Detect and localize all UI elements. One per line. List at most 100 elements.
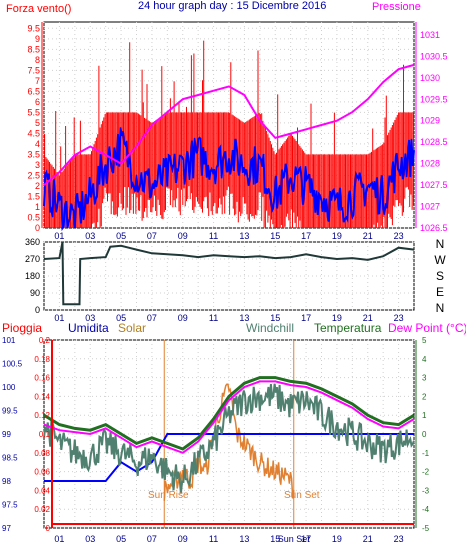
- temperature-tick-label: -4: [422, 505, 430, 514]
- pressure-tick-label: 1031: [420, 30, 440, 40]
- wind-tick-label: 1: [35, 202, 40, 212]
- humidity-tick-label: 98.5: [2, 454, 18, 463]
- hour-tick-label: 03: [85, 231, 95, 241]
- rain-tick-label: 0.14: [34, 392, 50, 401]
- humidity-tick-label: 97.5: [2, 501, 18, 510]
- pressure-tick-label: 1029.5: [420, 94, 448, 104]
- hour-tick-label: 03: [85, 313, 95, 323]
- hour-tick-label: 23: [394, 231, 404, 241]
- wind-speed-bars: [44, 40, 414, 228]
- wind-pressure-grid: [43, 22, 415, 229]
- hour-tick-label: 05: [116, 313, 126, 323]
- rain-axis-ticks: 0 0.02 0.04 0.06 0.08 0.1 0.12 0.14 0.16 0.18 0.2: [34, 336, 50, 533]
- pressure-axis-ticks: 1026.5 1027 1027.5 1028 1028.5 1029 1029.5 1030…: [415, 22, 448, 233]
- temperature-axis-ticks: -5 -4 -3 -2 -1 0 1 2 3 4 5: [415, 336, 430, 533]
- wind-tick-label: 0.5: [27, 212, 40, 222]
- legend-temperatura: Temperatura: [314, 321, 382, 335]
- degree-tick-label: 180: [25, 271, 40, 281]
- wind-tick-label: 5.5: [27, 107, 40, 117]
- wind-tick-label: 5: [35, 118, 40, 128]
- wind-tick-label: 4.5: [27, 128, 40, 138]
- hour-tick-label: 15: [270, 534, 280, 544]
- hour-tick-label: 17: [301, 231, 311, 241]
- hour-tick-label: 21: [363, 231, 373, 241]
- pressure-tick-label: 1030: [420, 73, 440, 83]
- hour-tick-label: 01: [54, 313, 64, 323]
- legend-solar: Solar: [118, 321, 146, 335]
- pressure-tick-label: 1026.5: [420, 223, 448, 233]
- pressure-tick-label: 1028.5: [420, 137, 448, 147]
- rain-tick-label: 0.02: [34, 505, 50, 514]
- pressure-tick-label: 1029: [420, 116, 440, 126]
- direction-hour-ticks: 01 03 05 07 09 11 13 15 17 19 21 23: [54, 313, 403, 323]
- windchill-line: [43, 383, 415, 494]
- hour-tick-label: 23: [394, 534, 404, 544]
- wind-tick-label: 6.5: [27, 86, 40, 96]
- hour-tick-label: 15: [270, 313, 280, 323]
- wind-tick-label: 8: [35, 55, 40, 65]
- degree-tick-label: 270: [25, 254, 40, 264]
- compass-label: N: [436, 301, 445, 315]
- wind-tick-label: 6: [35, 97, 40, 107]
- wind-tick-label: 2: [35, 181, 40, 191]
- wind-tick-label: 3: [35, 160, 40, 170]
- direction-degree-ticks: 0 90 180 270 360: [25, 237, 40, 315]
- degree-tick-label: 90: [30, 288, 40, 298]
- hour-tick-label: 13: [239, 313, 249, 323]
- humidity-tick-label: 101: [2, 336, 16, 345]
- temperature-tick-label: 5: [422, 336, 427, 345]
- wind-tick-label: 8.5: [27, 44, 40, 54]
- wind-direction-line: [43, 241, 415, 306]
- hour-tick-label: 19: [332, 534, 342, 544]
- pressure-line: [43, 63, 415, 186]
- hour-tick-label: 13: [239, 534, 249, 544]
- wind-pressure-plot-area: [43, 21, 415, 229]
- wind-tick-label: 3.5: [27, 149, 40, 159]
- temperature-tick-label: 3: [422, 374, 427, 383]
- wind-tick-label: 9.5: [27, 23, 40, 33]
- hour-tick-label: 05: [116, 231, 126, 241]
- rain-tick-label: 0.08: [34, 449, 50, 458]
- wind-tick-label: 0: [35, 223, 40, 233]
- compass-label: N: [436, 237, 445, 251]
- hour-tick-label: 11: [209, 313, 218, 323]
- hour-tick-label: 21: [363, 534, 373, 544]
- rain-tick-label: 0.12: [34, 411, 50, 420]
- legend-umidita: Umidita: [68, 321, 109, 335]
- humidity-tick-label: 99.5: [2, 407, 18, 416]
- humidity-axis-ticks: 97 97.5 98 98.5 99 99.5 100 100.5 101: [2, 336, 23, 533]
- legend-windchill: Windchill: [246, 321, 294, 335]
- pressure-tick-label: 1030.5: [420, 51, 448, 61]
- temperature-tick-label: -3: [422, 486, 430, 495]
- temperature-tick-label: 0: [422, 430, 427, 439]
- temperature-tick-label: 4: [422, 355, 427, 364]
- hour-tick-label: 07: [147, 313, 157, 323]
- hour-tick-label: 05: [116, 534, 126, 544]
- degree-tick-label: 0: [35, 305, 40, 315]
- pressure-tick-label: 1028: [420, 159, 440, 169]
- temperature-tick-label: -5: [422, 524, 430, 533]
- compass-label: E: [436, 285, 444, 299]
- humidity-tick-label: 100: [2, 383, 16, 392]
- wind-speed-label: Forza vento(): [6, 3, 71, 15]
- hour-tick-label: 03: [85, 534, 95, 544]
- hour-tick-label: 17: [301, 313, 311, 323]
- rain-tick-label: 0.04: [34, 486, 50, 495]
- rain-tick-label: 0.18: [34, 355, 50, 364]
- hour-tick-label: 07: [147, 534, 157, 544]
- wind-pressure-panel: 00.511.522.533.544.555.566.577.588.599.5…: [27, 21, 448, 241]
- degree-tick-label: 360: [25, 237, 40, 247]
- wind-tick-label: 7.5: [27, 65, 40, 75]
- wind-hour-ticks: 01 03 05 07 09 11 13 15 17 19 21 23: [54, 231, 403, 241]
- temperature-tick-label: -2: [422, 468, 430, 477]
- pressure-label: Pressione: [372, 1, 421, 13]
- rain-tick-label: 0.1: [39, 430, 51, 439]
- temperature-tick-label: 2: [422, 392, 427, 401]
- wind-tick-label: 4: [35, 139, 40, 149]
- rain-tick-label: 0.2: [39, 336, 51, 345]
- hour-tick-label: 23: [394, 313, 404, 323]
- wind-tick-label: 7: [35, 76, 40, 86]
